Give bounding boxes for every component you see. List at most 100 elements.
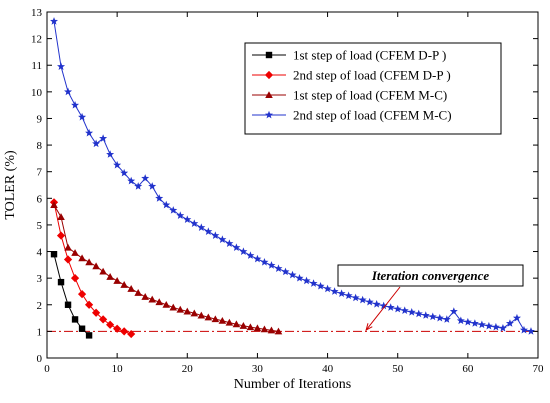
data-point bbox=[127, 176, 136, 185]
data-point bbox=[120, 168, 129, 177]
legend: 1st step of load (CFEM D-P ) 2nd step of … bbox=[244, 42, 502, 135]
series-3 bbox=[50, 201, 283, 335]
y-tick-label: 11 bbox=[31, 60, 42, 72]
data-point bbox=[92, 262, 100, 270]
data-point bbox=[57, 62, 66, 70]
data-point bbox=[372, 300, 381, 308]
y-tick-label: 12 bbox=[31, 34, 42, 46]
series-line bbox=[53, 202, 132, 335]
data-point bbox=[351, 293, 360, 302]
data-point bbox=[526, 327, 535, 335]
data-point bbox=[232, 243, 241, 251]
data-point bbox=[113, 324, 122, 333]
y-tick-label: 4 bbox=[37, 247, 43, 259]
y-tick-label: 0 bbox=[37, 353, 43, 365]
data-point bbox=[491, 322, 500, 331]
data-point bbox=[246, 323, 255, 331]
data-point bbox=[113, 160, 122, 169]
legend-label: 2nd step of load (CFEM M-C) bbox=[293, 108, 452, 123]
data-point bbox=[505, 319, 514, 327]
data-point bbox=[64, 243, 72, 251]
legend-item-3: 1st step of load (CFEM M-C) bbox=[252, 88, 447, 103]
data-point bbox=[498, 323, 507, 332]
data-point bbox=[162, 200, 171, 209]
legend-label: 2nd step of load (CFEM D-P ) bbox=[293, 68, 451, 83]
data-point bbox=[99, 267, 107, 275]
data-point bbox=[463, 317, 472, 326]
data-point bbox=[169, 303, 178, 311]
data-point bbox=[197, 223, 206, 231]
data-point bbox=[302, 276, 311, 285]
data-point bbox=[400, 306, 409, 315]
data-point bbox=[127, 285, 135, 292]
data-point bbox=[428, 312, 437, 321]
data-point bbox=[169, 206, 178, 214]
data-point bbox=[85, 258, 93, 266]
x-tick-label: 40 bbox=[322, 363, 334, 375]
data-point bbox=[120, 327, 129, 336]
data-point bbox=[421, 311, 430, 319]
y-tick-label: 1 bbox=[37, 326, 43, 338]
data-point bbox=[484, 321, 493, 330]
data-point bbox=[71, 100, 80, 109]
data-point bbox=[155, 298, 164, 306]
data-point bbox=[204, 227, 213, 235]
data-point bbox=[71, 316, 79, 323]
y-tick-label: 8 bbox=[37, 140, 43, 152]
legend-item-1: 1st step of load (CFEM D-P ) bbox=[252, 48, 446, 63]
legend-item-4: 2nd step of load (CFEM M-C) bbox=[252, 108, 452, 123]
x-tick-label: 70 bbox=[533, 363, 545, 375]
data-point bbox=[113, 277, 121, 284]
data-point bbox=[64, 87, 73, 96]
data-point bbox=[379, 301, 388, 310]
annotation-box bbox=[337, 264, 524, 287]
data-point bbox=[316, 281, 325, 290]
y-tick-label: 6 bbox=[37, 193, 43, 205]
data-point bbox=[442, 315, 451, 323]
data-point bbox=[120, 281, 128, 288]
data-point bbox=[85, 332, 93, 339]
data-point bbox=[183, 307, 192, 315]
data-point bbox=[274, 264, 283, 272]
data-point bbox=[92, 139, 101, 148]
legend-marker bbox=[265, 110, 273, 119]
legend-label: 1st step of load (CFEM D-P ) bbox=[293, 48, 446, 63]
data-point bbox=[218, 316, 227, 324]
legend-marker bbox=[265, 51, 273, 59]
data-point bbox=[407, 308, 416, 316]
series-line bbox=[53, 204, 279, 332]
data-point bbox=[78, 112, 87, 121]
data-point bbox=[50, 201, 58, 209]
data-point bbox=[435, 313, 444, 322]
x-tick-label: 10 bbox=[112, 363, 124, 375]
data-point bbox=[77, 290, 87, 299]
series-4 bbox=[50, 17, 535, 335]
data-point bbox=[253, 254, 262, 263]
data-point bbox=[99, 134, 108, 142]
data-point bbox=[456, 316, 465, 325]
data-point bbox=[176, 305, 185, 313]
data-point bbox=[127, 329, 136, 339]
data-point bbox=[225, 239, 234, 247]
data-point bbox=[218, 235, 227, 243]
data-point bbox=[225, 318, 234, 326]
legend-items: 1st step of load (CFEM D-P ) 2nd step of … bbox=[252, 48, 452, 123]
data-point bbox=[190, 309, 199, 317]
data-point bbox=[84, 300, 94, 309]
data-point bbox=[56, 231, 66, 240]
data-point bbox=[253, 324, 262, 332]
data-point bbox=[57, 213, 65, 220]
data-point bbox=[288, 270, 297, 279]
data-point bbox=[63, 255, 73, 264]
data-point bbox=[414, 309, 423, 318]
data-point bbox=[78, 254, 86, 262]
legend-box bbox=[244, 42, 502, 135]
y-tick-label: 7 bbox=[37, 167, 43, 179]
y-axis-title: TOLER (%) bbox=[3, 150, 18, 220]
data-point bbox=[57, 278, 65, 286]
data-point bbox=[141, 292, 149, 300]
data-point bbox=[211, 315, 220, 323]
data-point bbox=[134, 288, 142, 296]
